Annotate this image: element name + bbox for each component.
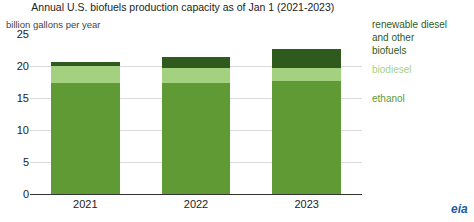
svg-text:renewable dieseland otherbiofu: renewable dieseland otherbiofuels xyxy=(372,19,447,56)
svg-text:biodiesel: biodiesel xyxy=(372,64,411,75)
svg-text:eia: eia xyxy=(451,202,468,216)
svg-text:2022: 2022 xyxy=(184,198,208,210)
svg-text:ethanol: ethanol xyxy=(372,93,405,104)
svg-text:Annual U.S. biofuels productio: Annual U.S. biofuels production capacity… xyxy=(31,1,334,13)
svg-text:billion gallons per year: billion gallons per year xyxy=(6,19,101,30)
svg-text:20: 20 xyxy=(17,60,29,72)
svg-text:25: 25 xyxy=(17,28,29,40)
svg-text:15: 15 xyxy=(17,92,29,104)
svg-text:2023: 2023 xyxy=(294,198,318,210)
svg-text:0: 0 xyxy=(23,188,29,200)
svg-text:10: 10 xyxy=(17,124,29,136)
svg-text:2021: 2021 xyxy=(73,198,97,210)
svg-text:5: 5 xyxy=(23,156,29,168)
